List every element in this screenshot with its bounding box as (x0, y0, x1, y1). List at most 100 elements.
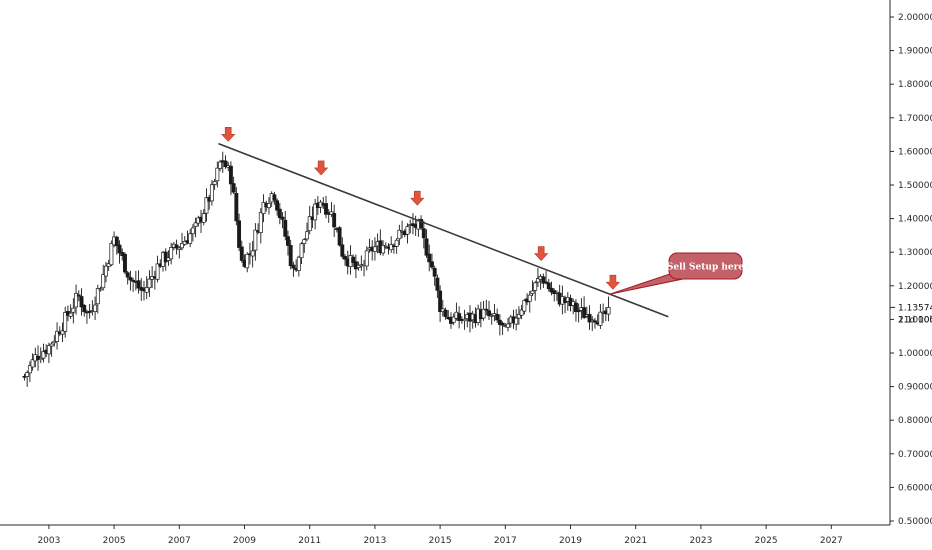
candle (25, 370, 30, 387)
x-tick-label: 2023 (689, 536, 712, 546)
candle (576, 303, 581, 323)
candle-body (421, 228, 426, 239)
candle-body (527, 294, 532, 302)
candle-body (82, 305, 87, 313)
candle (237, 213, 242, 252)
candle-body (93, 304, 98, 313)
candle-body (443, 309, 448, 317)
candle (451, 313, 456, 326)
candle-body (430, 261, 434, 268)
candle-body (201, 213, 206, 223)
x-tick-label: 2019 (559, 536, 582, 546)
candle-body (272, 194, 277, 201)
candle-body (63, 312, 68, 332)
candle (457, 306, 462, 329)
candle (424, 229, 429, 258)
candle (419, 215, 424, 230)
y-tick-label: 1.40000 (898, 215, 932, 225)
candle-body (593, 320, 597, 323)
y-tick-label: 0.80000 (898, 416, 932, 426)
candle (190, 224, 195, 242)
candle-body (332, 213, 337, 228)
candle-body (451, 316, 456, 323)
candle-body (177, 247, 182, 250)
candle (481, 300, 486, 321)
candlestick-series (22, 151, 611, 387)
candle-body (55, 330, 60, 342)
candle (63, 306, 68, 338)
candle-body (180, 242, 184, 249)
candle (36, 345, 40, 371)
candle (74, 284, 79, 315)
candle-body (288, 245, 293, 267)
candle (313, 198, 318, 230)
candle (68, 304, 73, 319)
candle-body (546, 282, 551, 290)
candle-body (427, 253, 432, 263)
candle (286, 230, 290, 256)
y-tick-label: 1.70000 (898, 114, 932, 124)
candle-body (340, 244, 345, 257)
candle-body (261, 202, 266, 214)
candle (79, 288, 84, 316)
y-axis: 2.00000 1.90000 1.80000 1.70000 1.60000 1.500… (889, 0, 932, 527)
candle-body (495, 314, 500, 321)
candle (87, 303, 92, 319)
x-tick-label: 2025 (755, 536, 778, 546)
candle-body (530, 290, 535, 294)
candle (527, 291, 532, 313)
candle-body (438, 290, 443, 313)
candle-body (209, 184, 214, 202)
candle-body (606, 307, 611, 315)
candle (188, 228, 193, 248)
candle-body (541, 276, 546, 284)
candle-body (215, 167, 220, 182)
candle-body (237, 220, 242, 248)
candle-body (223, 160, 228, 168)
candle-body (405, 226, 410, 235)
x-tick-label: 2021 (624, 536, 647, 546)
candle-body (174, 244, 179, 249)
candle-body (299, 243, 304, 259)
down-arrow-icon (313, 160, 329, 176)
candle (340, 237, 345, 259)
candle-body (234, 192, 239, 222)
touch-markers (221, 127, 621, 290)
down-arrow-icon (410, 190, 425, 206)
x-tick-label: 2011 (298, 536, 321, 546)
x-tick-label: 2015 (429, 536, 452, 546)
candle-body (389, 244, 394, 251)
candle (41, 343, 46, 363)
candle (541, 273, 546, 288)
candle-body (313, 203, 318, 221)
candle (114, 235, 119, 255)
y-tick-label: 1.00000 (898, 349, 932, 359)
candle (93, 296, 98, 321)
candle (351, 254, 356, 268)
candle-body (52, 340, 57, 344)
candle-body (30, 359, 35, 368)
candle (163, 248, 168, 271)
y-tick-label: 1.20000 (898, 282, 932, 292)
callout-label: Sell Setup here (667, 263, 745, 273)
candle (427, 244, 432, 272)
candle (332, 204, 337, 238)
descending-trendline[interactable] (218, 142, 669, 318)
candle-body (25, 372, 30, 377)
candle (95, 284, 100, 314)
candle (174, 239, 179, 255)
candle (27, 361, 32, 383)
candle (405, 223, 410, 244)
candle-body (500, 322, 505, 326)
candle (101, 264, 106, 291)
candle-body (163, 251, 168, 263)
candle (46, 342, 51, 364)
candle-body (204, 197, 209, 214)
candle-body (136, 280, 141, 289)
down-arrow-icon (533, 246, 549, 262)
candle-body (481, 308, 486, 319)
candle (516, 306, 521, 325)
candle (49, 341, 54, 357)
candle (519, 304, 524, 320)
candle (430, 253, 434, 270)
